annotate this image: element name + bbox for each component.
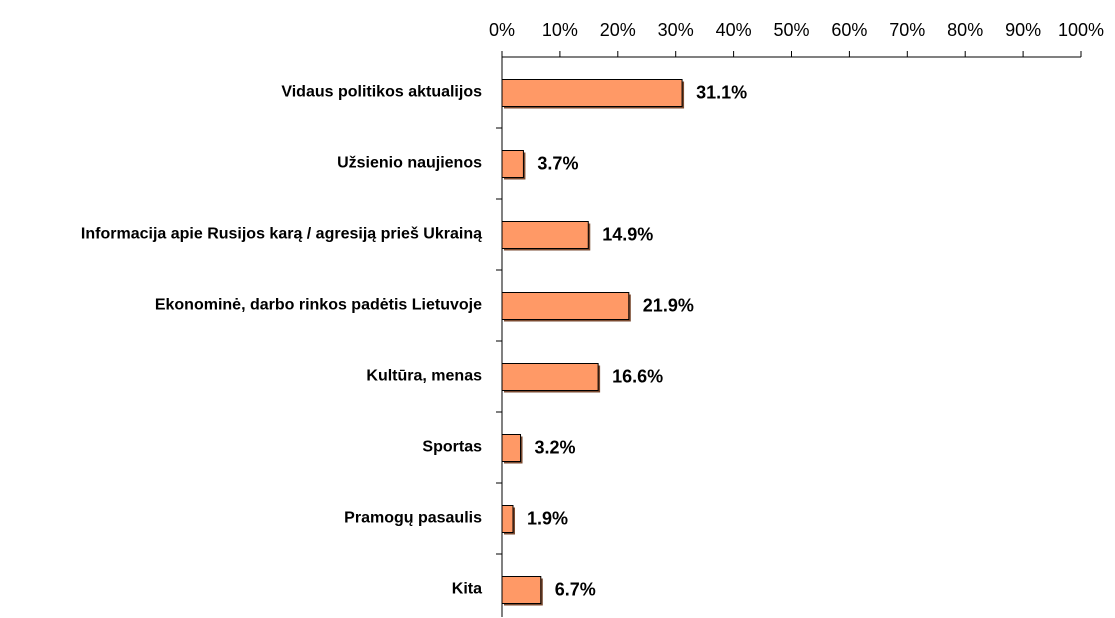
bar bbox=[501, 505, 514, 533]
y-tick-label: Kita bbox=[452, 581, 482, 598]
bar bbox=[501, 292, 630, 320]
x-tick-label: 20% bbox=[600, 20, 636, 40]
bar bbox=[501, 221, 589, 249]
value-label: 6.7% bbox=[555, 579, 596, 599]
value-label: 14.9% bbox=[602, 224, 653, 244]
y-tick-label: Pramogų pasaulis bbox=[344, 510, 482, 527]
bar bbox=[501, 150, 524, 178]
bar bbox=[501, 576, 542, 604]
x-tick-label: 50% bbox=[773, 20, 809, 40]
x-tick-label: 40% bbox=[716, 20, 752, 40]
value-label: 21.9% bbox=[643, 295, 694, 315]
y-tick-label: Vidaus politikos aktualijos bbox=[281, 84, 482, 101]
y-tick-label: Ekonominė, darbo rinkos padėtis Lietuvoj… bbox=[155, 297, 482, 314]
x-tick-label: 70% bbox=[889, 20, 925, 40]
x-tick-label: 30% bbox=[658, 20, 694, 40]
value-label: 3.7% bbox=[537, 153, 578, 173]
y-tick-label: Sportas bbox=[422, 439, 482, 456]
y-tick-label: Užsienio naujienos bbox=[337, 155, 482, 172]
y-tick-label: Kultūra, menas bbox=[366, 368, 482, 385]
x-tick-label: 0% bbox=[489, 20, 515, 40]
x-tick-label: 10% bbox=[542, 20, 578, 40]
y-tick-label: Informacija apie Rusijos karą / agresiją… bbox=[81, 226, 482, 243]
x-tick-label: 80% bbox=[947, 20, 983, 40]
bar bbox=[501, 434, 522, 462]
bar bbox=[501, 79, 683, 107]
bar bbox=[501, 363, 599, 391]
value-label: 1.9% bbox=[527, 508, 568, 528]
x-tick-label: 90% bbox=[1005, 20, 1041, 40]
value-label: 31.1% bbox=[696, 82, 747, 102]
value-label: 16.6% bbox=[612, 366, 663, 386]
x-tick-label: 100% bbox=[1058, 20, 1104, 40]
value-label: 3.2% bbox=[535, 437, 576, 457]
x-tick-label: 60% bbox=[831, 20, 867, 40]
